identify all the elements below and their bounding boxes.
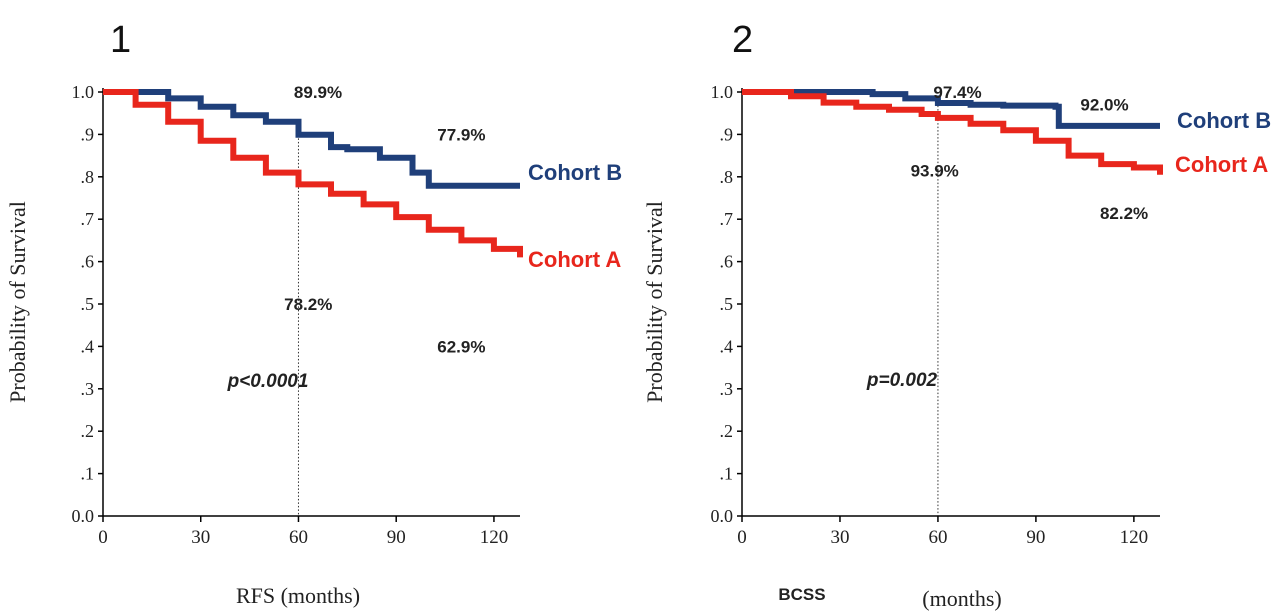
y-tick-label: .7 bbox=[720, 209, 734, 229]
p-value-label: p=0.002 bbox=[866, 370, 938, 391]
annotation-percent: 89.9% bbox=[294, 83, 342, 102]
y-tick-label: .1 bbox=[81, 464, 95, 484]
y-tick-label: .2 bbox=[720, 421, 734, 441]
y-axis-label: Probability of Survival bbox=[642, 201, 667, 403]
x-axis-label: RFS (months) bbox=[236, 583, 360, 608]
y-tick-label: .3 bbox=[81, 379, 95, 399]
y-tick-label: .1 bbox=[720, 464, 734, 484]
x-tick-label: 60 bbox=[928, 527, 947, 548]
annotation-percent: 93.9% bbox=[911, 161, 959, 180]
panel-label: 2 bbox=[732, 19, 753, 61]
y-tick-label: .9 bbox=[81, 124, 95, 144]
x-tick-label: 120 bbox=[1120, 527, 1149, 548]
y-tick-label: .8 bbox=[720, 167, 734, 187]
p-value-label: p<0.0001 bbox=[227, 371, 309, 392]
series-line-cohort-a bbox=[742, 89, 1163, 175]
y-tick-label: .9 bbox=[720, 124, 734, 144]
y-tick-label: .8 bbox=[81, 167, 95, 187]
y-tick-label: .4 bbox=[720, 336, 734, 356]
y-tick-label: .6 bbox=[720, 252, 734, 272]
y-tick-label: .3 bbox=[720, 379, 734, 399]
y-tick-label: .6 bbox=[81, 252, 95, 272]
panel-label: 1 bbox=[110, 19, 131, 61]
chart-svg-1: 1 0 30 60 90 120 0.0 .1 .2 .3 .4 .5 .6 .7 .8 .9 1.0 Cohor… bbox=[5, 19, 622, 608]
x-tick-label: 120 bbox=[480, 527, 509, 548]
y-tick-label: .4 bbox=[81, 336, 95, 356]
annotation-percent: 78.2% bbox=[284, 295, 332, 314]
x-tick-label: 30 bbox=[191, 527, 210, 548]
y-tick-label: .5 bbox=[720, 294, 734, 314]
annotation-percent: 82.2% bbox=[1100, 204, 1148, 223]
y-tick-label: 0.0 bbox=[72, 506, 95, 526]
legend-label-cohort-a: Cohort A bbox=[528, 247, 621, 272]
y-tick-label: 0.0 bbox=[711, 506, 734, 526]
series-line-cohort-a bbox=[103, 89, 523, 258]
legend-label-cohort-b: Cohort B bbox=[1177, 108, 1271, 133]
y-tick-label: 1.0 bbox=[72, 82, 95, 102]
chart-panel-1: 1 0 30 60 90 120 0.0 .1 .2 .3 .4 .5 .6 .7 .8 .9 1.0 Cohor… bbox=[5, 19, 622, 608]
annotation-percent: 77.9% bbox=[437, 125, 485, 144]
x-axis-unit-label: (months) bbox=[922, 586, 1001, 611]
series-line-cohort-b bbox=[103, 89, 520, 189]
chart-panel-2: 2 0 30 60 90 120 0.0 .1 .2 .3 .4 .5 .6 .7 .8 .9 1.0 Cohor… bbox=[640, 0, 1279, 612]
annotation-percent: 92.0% bbox=[1080, 96, 1128, 115]
x-tick-label: 0 bbox=[737, 527, 747, 548]
legend-label-cohort-a: Cohort A bbox=[1175, 152, 1268, 177]
x-tick-label: 90 bbox=[387, 527, 406, 548]
series-line-cohort-b bbox=[742, 89, 1160, 129]
chart-svg-2: 2 0 30 60 90 120 0.0 .1 .2 .3 .4 .5 .6 .7 .8 .9 1.0 Cohor… bbox=[642, 19, 1271, 611]
x-tick-label: 0 bbox=[98, 527, 108, 548]
x-tick-label: 90 bbox=[1026, 527, 1045, 548]
y-tick-label: .5 bbox=[81, 294, 95, 314]
y-axis-label: Probability of Survival bbox=[5, 201, 30, 403]
x-tick-label: 30 bbox=[830, 527, 849, 548]
annotation-percent: 62.9% bbox=[437, 337, 485, 356]
annotation-percent: 97.4% bbox=[933, 83, 981, 102]
y-tick-label: .7 bbox=[81, 209, 95, 229]
y-tick-label: 1.0 bbox=[711, 82, 734, 102]
x-tick-label: 60 bbox=[289, 527, 308, 548]
y-tick-label: .2 bbox=[81, 421, 95, 441]
legend-label-cohort-b: Cohort B bbox=[528, 160, 622, 185]
x-axis-label: BCSS bbox=[778, 585, 825, 604]
